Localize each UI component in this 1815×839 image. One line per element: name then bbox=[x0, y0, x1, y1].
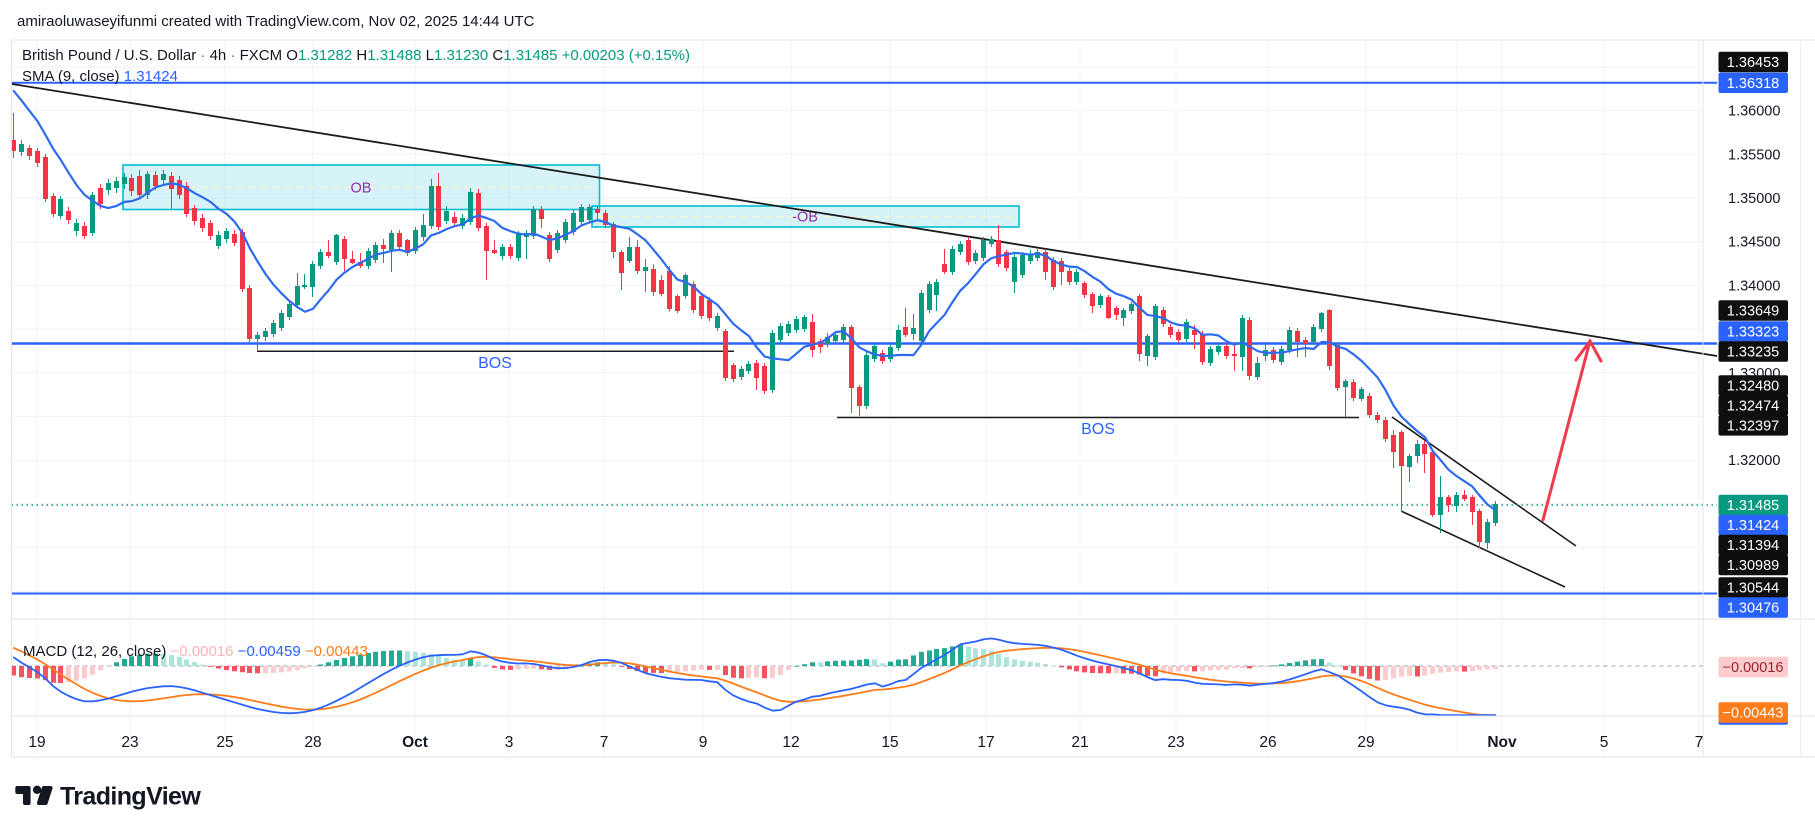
svg-text:1.33649: 1.33649 bbox=[1727, 304, 1779, 320]
svg-text:23: 23 bbox=[1167, 734, 1184, 751]
svg-text:7: 7 bbox=[1695, 734, 1704, 751]
svg-text:1.31424: 1.31424 bbox=[1727, 518, 1779, 534]
svg-text:1.34500: 1.34500 bbox=[1728, 235, 1780, 251]
svg-text:1.35500: 1.35500 bbox=[1728, 147, 1780, 163]
svg-text:3: 3 bbox=[505, 734, 514, 751]
svg-text:5: 5 bbox=[1600, 734, 1609, 751]
svg-text:15: 15 bbox=[881, 734, 898, 751]
svg-text:BOS: BOS bbox=[1081, 421, 1115, 438]
svg-text:1.36453: 1.36453 bbox=[1727, 55, 1779, 71]
svg-text:Nov: Nov bbox=[1487, 734, 1517, 751]
svg-text:1.31485: 1.31485 bbox=[1727, 498, 1779, 514]
svg-text:28: 28 bbox=[304, 734, 321, 751]
svg-text:12: 12 bbox=[782, 734, 799, 751]
svg-text:TradingView: TradingView bbox=[60, 783, 201, 811]
svg-text:1.36318: 1.36318 bbox=[1727, 76, 1779, 92]
svg-text:19: 19 bbox=[28, 734, 45, 751]
svg-text:−0.00443: −0.00443 bbox=[1723, 706, 1784, 722]
svg-text:amiraoluwaseyifunmi created wi: amiraoluwaseyifunmi created with Trading… bbox=[17, 13, 535, 30]
svg-text:9: 9 bbox=[699, 734, 708, 751]
svg-text:17: 17 bbox=[977, 734, 994, 751]
svg-text:BOS: BOS bbox=[478, 355, 512, 372]
svg-text:23: 23 bbox=[121, 734, 138, 751]
svg-text:OB: OB bbox=[351, 181, 372, 197]
svg-text:1.31394: 1.31394 bbox=[1727, 538, 1779, 554]
svg-text:-OB: -OB bbox=[792, 210, 818, 226]
svg-text:1.32397: 1.32397 bbox=[1727, 418, 1779, 434]
svg-text:1.30989: 1.30989 bbox=[1727, 558, 1779, 574]
svg-text:25: 25 bbox=[216, 734, 233, 751]
svg-text:1.32474: 1.32474 bbox=[1727, 398, 1779, 414]
svg-text:Oct: Oct bbox=[402, 734, 428, 751]
svg-text:MACD (12, 26, close) −0.00016: MACD (12, 26, close) −0.00016 −0.00459 −… bbox=[23, 643, 368, 660]
svg-text:1.33323: 1.33323 bbox=[1727, 325, 1779, 341]
svg-text:British Pound / U.S. Dollar ·: British Pound / U.S. Dollar · 4h · FXCM … bbox=[22, 47, 690, 64]
svg-text:1.33235: 1.33235 bbox=[1727, 345, 1779, 361]
svg-text:−0.00016: −0.00016 bbox=[1723, 660, 1784, 676]
svg-text:29: 29 bbox=[1357, 734, 1374, 751]
svg-text:1.30476: 1.30476 bbox=[1727, 601, 1779, 617]
svg-text:1.32480: 1.32480 bbox=[1727, 378, 1779, 394]
svg-text:1.30544: 1.30544 bbox=[1727, 581, 1779, 597]
svg-text:21: 21 bbox=[1071, 734, 1088, 751]
svg-text:26: 26 bbox=[1259, 734, 1276, 751]
svg-text:1.36000: 1.36000 bbox=[1728, 104, 1780, 120]
svg-text:SMA (9, close) 1.31424: SMA (9, close) 1.31424 bbox=[22, 68, 178, 85]
svg-text:1.34000: 1.34000 bbox=[1728, 278, 1780, 294]
svg-text:1.32000: 1.32000 bbox=[1728, 453, 1780, 469]
svg-text:1.35000: 1.35000 bbox=[1728, 191, 1780, 207]
svg-text:7: 7 bbox=[600, 734, 609, 751]
